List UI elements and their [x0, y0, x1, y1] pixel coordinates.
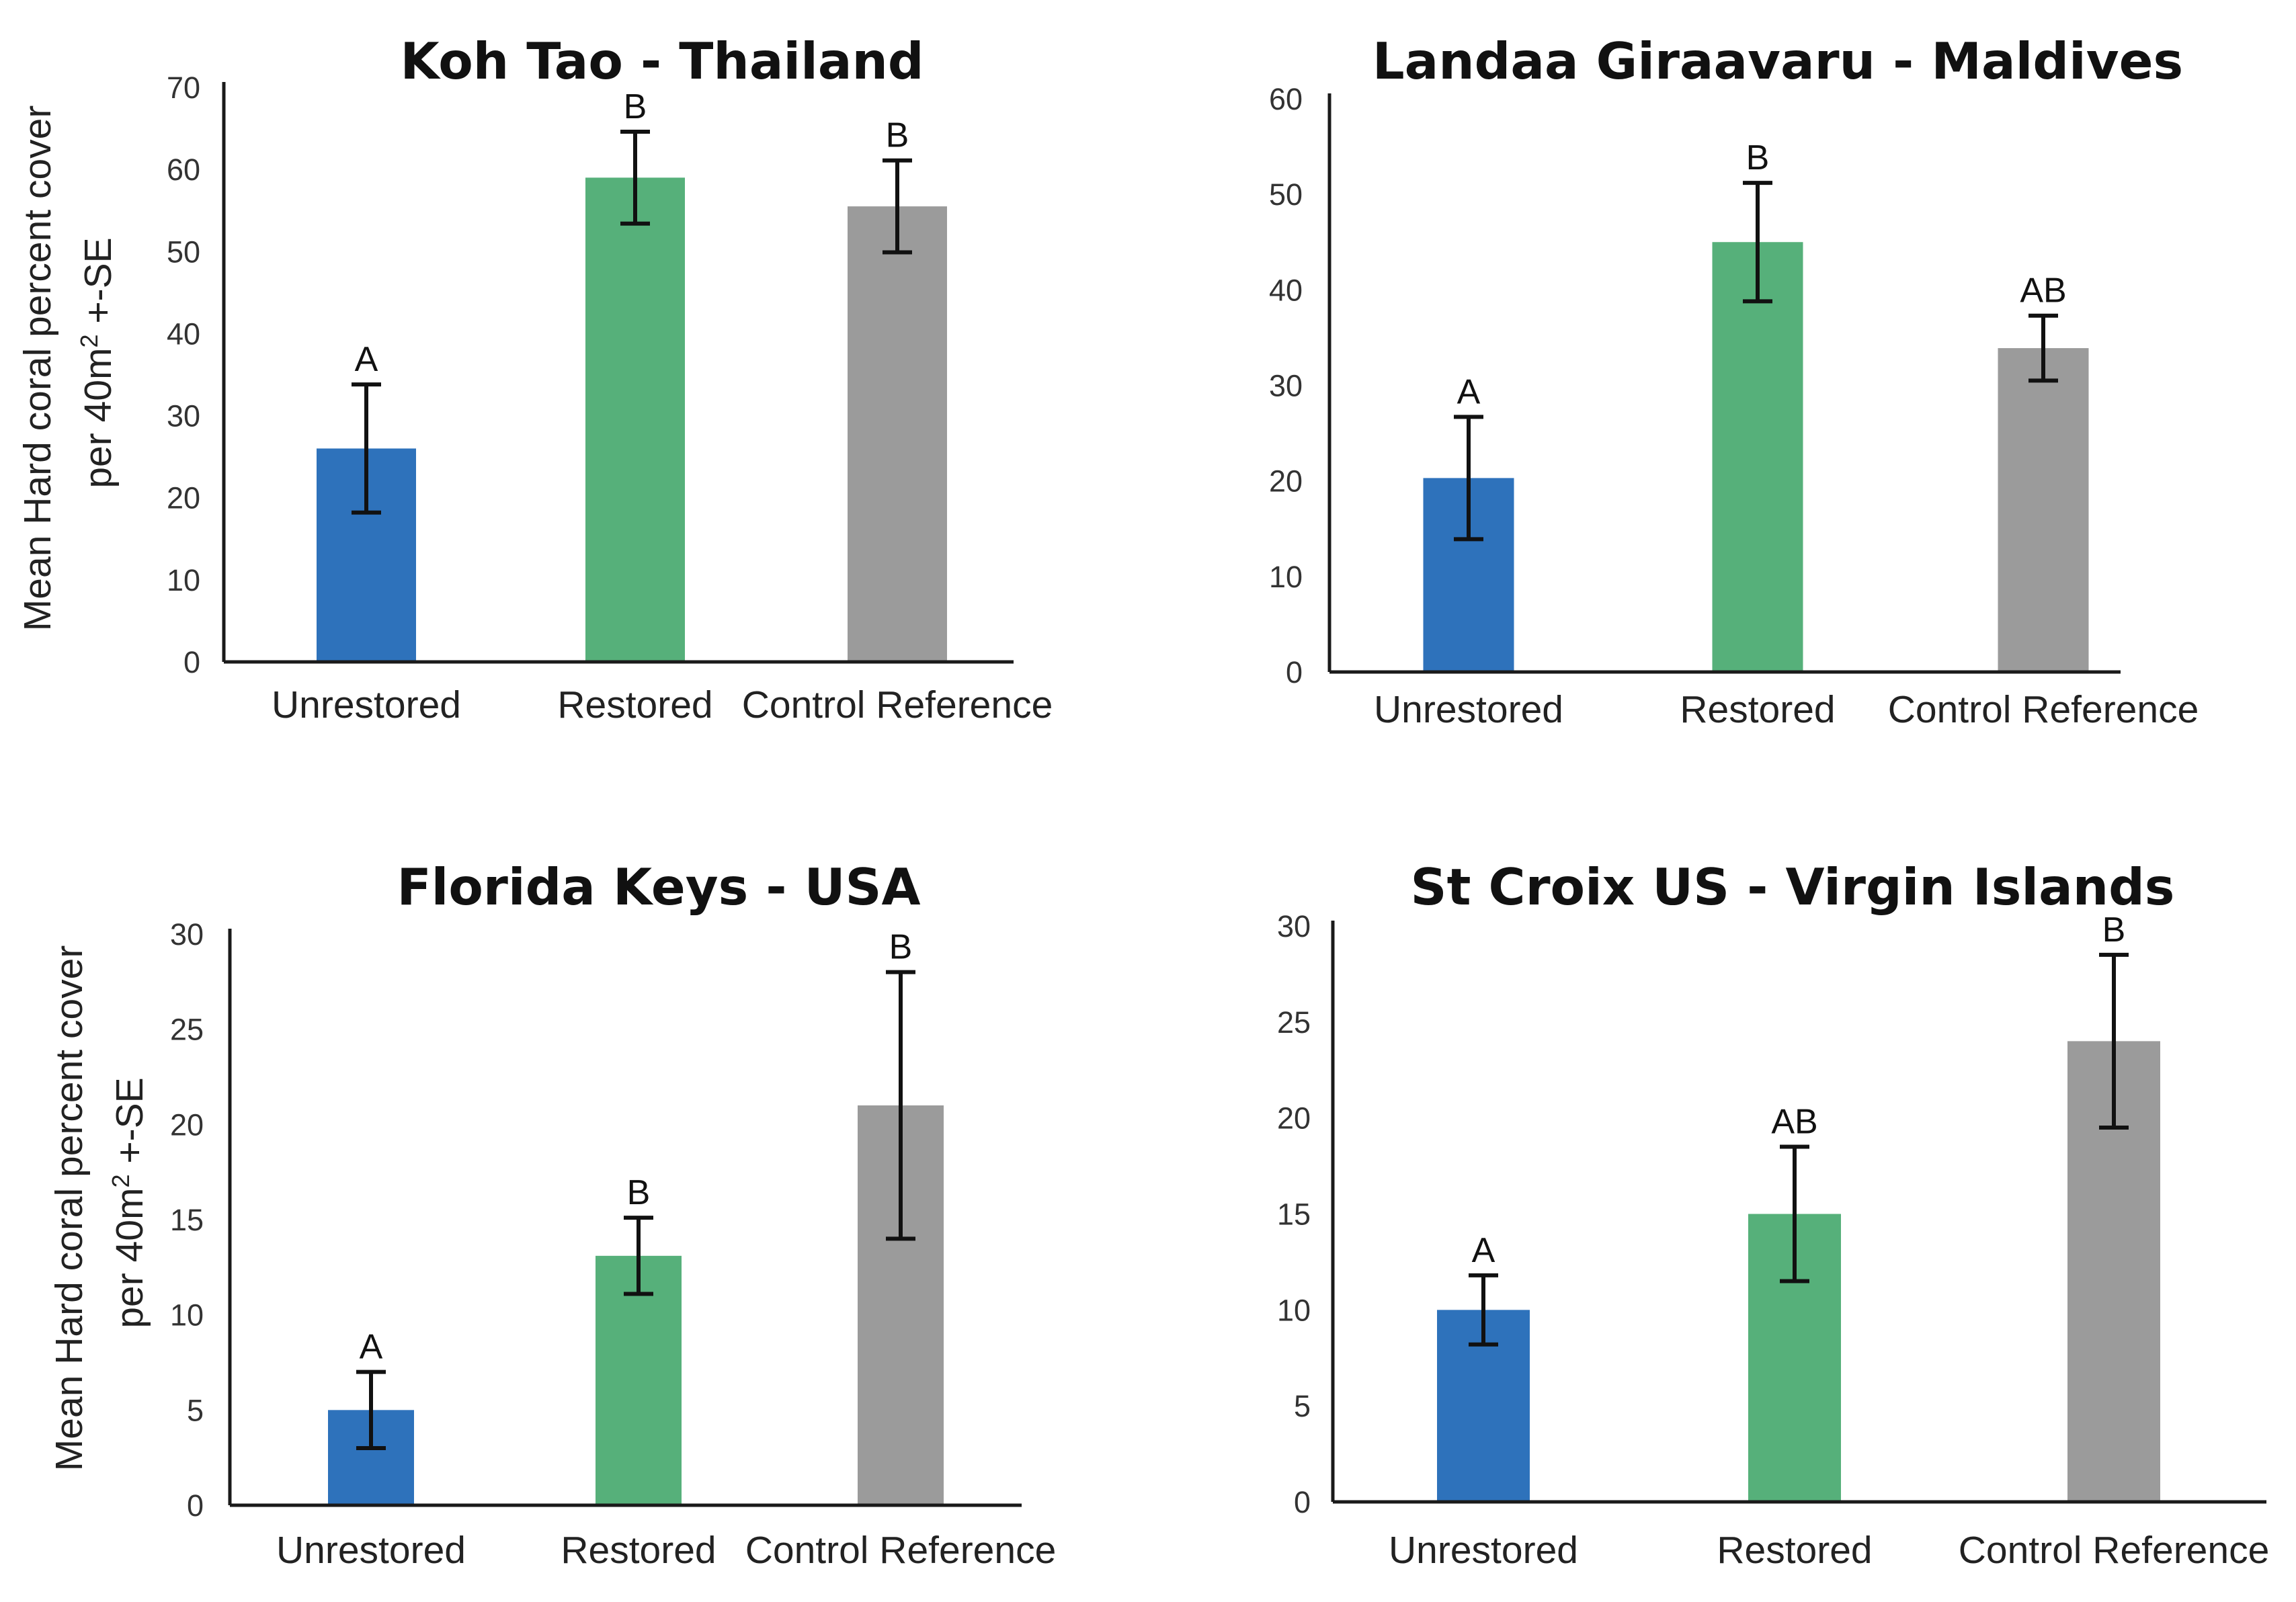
error-bar-control-reference — [883, 158, 912, 255]
chart-title: Florida Keys - USA — [397, 857, 920, 917]
x-category-label: Unrestored — [1389, 1529, 1578, 1572]
y-tick-label: 60 — [1269, 82, 1303, 116]
error-bar-restored — [1780, 1144, 1809, 1283]
y-tick-label: 15 — [170, 1203, 204, 1237]
panel-koh-tao: Koh Tao - Thailand 0 10 20 30 40 50 60 70 A Unrest… — [167, 32, 1053, 726]
error-bar-unrestored — [1469, 1273, 1498, 1347]
y-axis-title-line1: Mean Hard coral percent cover — [48, 945, 91, 1472]
y-tick-label: 0 — [1294, 1485, 1311, 1519]
significance-label: B — [889, 928, 913, 967]
y-tick-label: 70 — [167, 71, 200, 105]
y-tick-label: 30 — [1269, 369, 1303, 403]
significance-label: A — [1457, 372, 1481, 411]
chart-title: Landaa Giraavaru - Maldives — [1372, 32, 2183, 91]
x-category-label: Restored — [561, 1529, 716, 1572]
x-category-label: Control Reference — [745, 1529, 1057, 1572]
bar-restored — [596, 1255, 682, 1505]
y-tick-label: 5 — [1294, 1389, 1311, 1423]
y-tick-label: 10 — [167, 563, 200, 597]
error-bar-control-reference — [2028, 313, 2058, 383]
x-category-label: Unrestored — [1374, 688, 1563, 731]
bar-control-reference — [848, 206, 947, 662]
y-tick-label: 0 — [187, 1488, 204, 1523]
y-axis-title-bottom: Mean Hard coral percent cover per 40m2 +… — [48, 935, 151, 1471]
significance-label: AB — [2020, 271, 2066, 310]
y-tick-label: 40 — [1269, 273, 1303, 307]
significance-label: A — [355, 340, 378, 379]
y-tick-label: 10 — [170, 1298, 204, 1333]
error-bar-restored — [1743, 181, 1772, 304]
y-axis-title-line2: per 40m2 +-SE — [107, 1077, 152, 1328]
x-category-label: Control Reference — [1959, 1529, 2270, 1572]
y-axis-title-top: Mean Hard coral percent cover per 40m2 +… — [16, 95, 120, 631]
x-category-label: Restored — [557, 683, 712, 726]
x-category-label: Restored — [1717, 1529, 1872, 1572]
y-tick-label: 20 — [167, 481, 200, 515]
y-tick-label: 30 — [170, 917, 204, 952]
x-category-label: Unrestored — [276, 1529, 466, 1572]
significance-label: A — [1472, 1231, 1495, 1270]
y-tick-label: 20 — [170, 1107, 204, 1142]
bar-control-reference — [1998, 348, 2089, 672]
panel-florida-keys: Florida Keys - USA 0 5 10 15 20 25 30 A Unrestore… — [170, 857, 1056, 1572]
bar-restored — [1712, 242, 1803, 672]
error-bar-control-reference — [886, 970, 915, 1241]
y-tick-label: 30 — [167, 399, 200, 433]
y-tick-label: 50 — [1269, 177, 1303, 212]
error-bar-unrestored — [1454, 415, 1483, 542]
error-bar-restored — [620, 129, 650, 226]
y-axis-title-line1: Mean Hard coral percent cover — [16, 106, 59, 632]
y-axis-title-line2: per 40m2 +-SE — [75, 237, 120, 488]
significance-label: A — [360, 1328, 383, 1367]
y-tick-label: 15 — [1277, 1197, 1311, 1232]
y-tick-label: 20 — [1269, 464, 1303, 499]
error-bar-unrestored — [356, 1369, 386, 1450]
y-tick-label: 20 — [1277, 1101, 1311, 1136]
y-tick-label: 0 — [1286, 655, 1303, 689]
panel-landaa-giraavaru: Landaa Giraavaru - Maldives 0 10 20 30 40 50 60… — [1269, 32, 2199, 731]
significance-label: B — [1746, 138, 1770, 177]
significance-label: B — [627, 1173, 651, 1212]
error-bar-unrestored — [352, 382, 381, 515]
panel-st-croix: St Croix US - Virgin Islands 0 5 10 15 20 25 30… — [1277, 857, 2269, 1572]
x-category-label: Control Reference — [742, 683, 1053, 726]
significance-label: AB — [1771, 1103, 1817, 1142]
y-tick-label: 10 — [1277, 1293, 1311, 1327]
error-bar-restored — [624, 1216, 653, 1296]
x-category-label: Restored — [1680, 688, 1835, 731]
y-tick-label: 10 — [1269, 560, 1303, 594]
error-bar-control-reference — [2099, 952, 2129, 1130]
y-tick-label: 40 — [167, 317, 200, 351]
y-tick-label: 50 — [167, 235, 200, 269]
y-tick-label: 30 — [1277, 909, 1311, 943]
y-tick-label: 25 — [170, 1013, 204, 1047]
chart-title: Koh Tao - Thailand — [400, 32, 924, 91]
y-tick-label: 25 — [1277, 1005, 1311, 1040]
y-tick-label: 0 — [183, 645, 200, 679]
bar-restored — [585, 177, 685, 662]
x-category-label: Unrestored — [272, 683, 461, 726]
chart-title: St Croix US - Virgin Islands — [1411, 857, 2175, 917]
x-category-label: Control Reference — [1888, 688, 2199, 731]
significance-label: B — [2102, 911, 2126, 950]
significance-label: B — [624, 87, 647, 126]
significance-label: B — [886, 116, 909, 155]
y-tick-label: 60 — [167, 153, 200, 187]
y-tick-label: 5 — [187, 1393, 204, 1427]
